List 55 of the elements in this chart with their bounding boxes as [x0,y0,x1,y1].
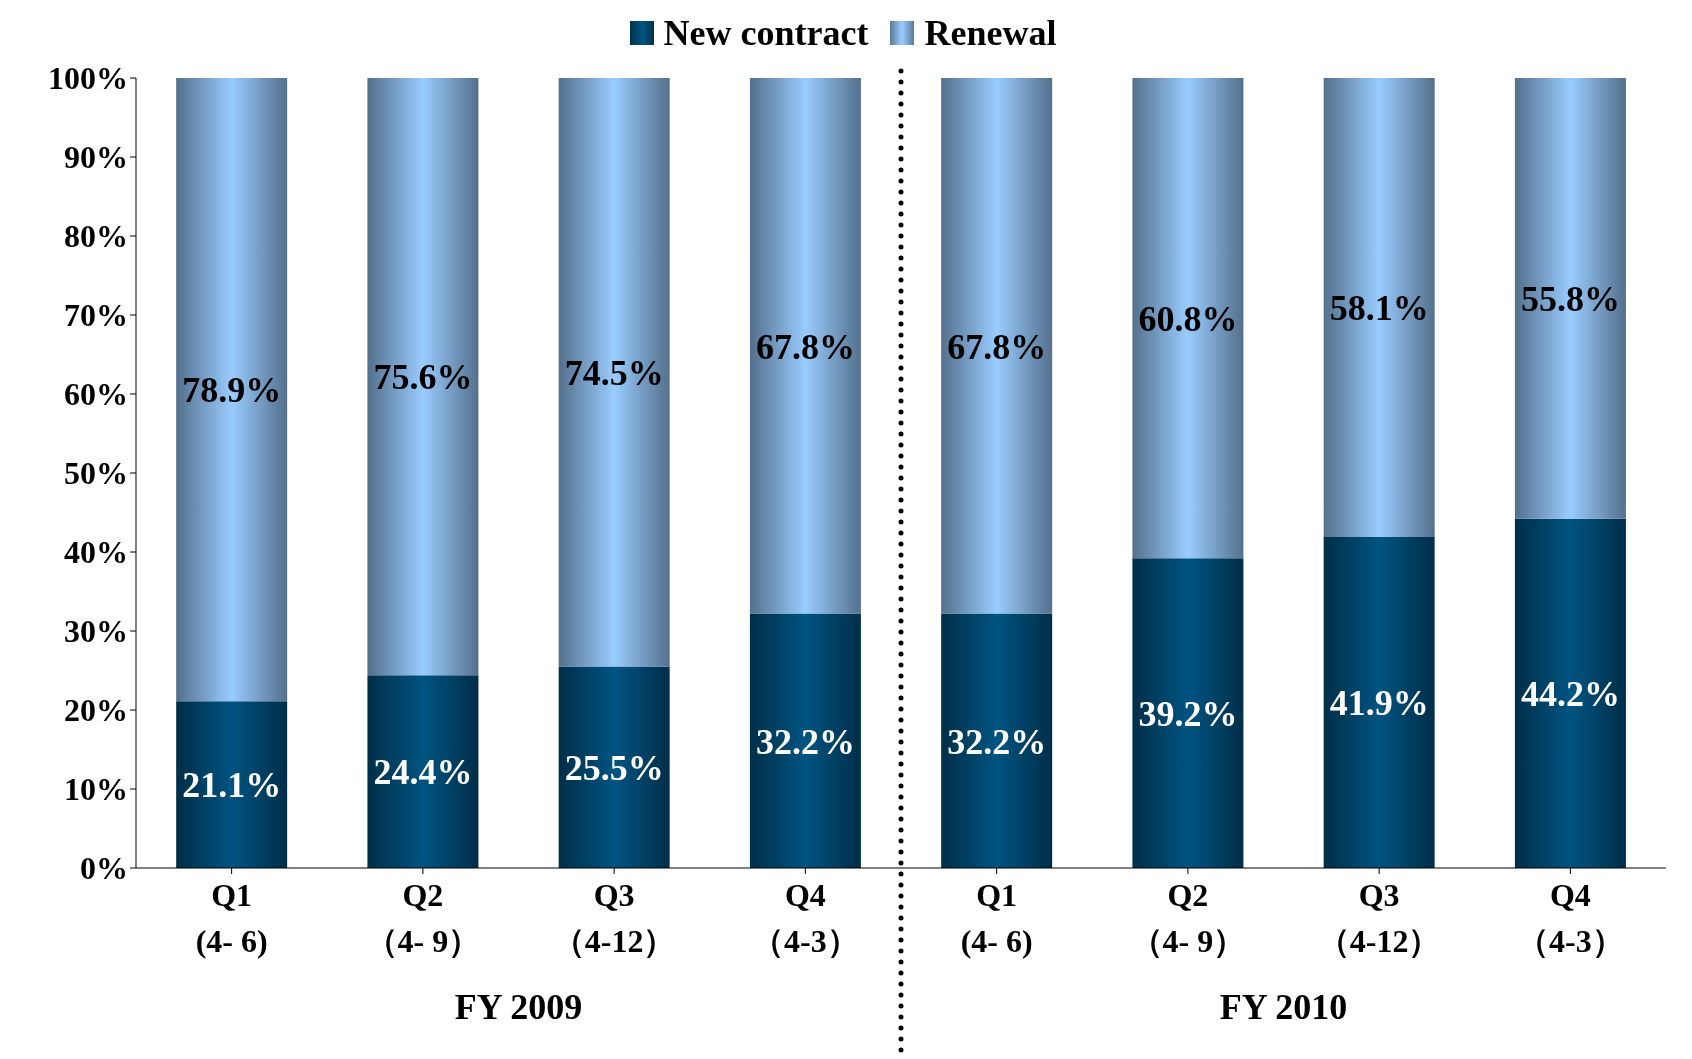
bar [367,675,479,868]
bar [749,613,861,868]
x-tick-label: Q4 （4-3） [752,877,859,959]
data-label: 24.4% [373,752,473,793]
text: FY 2009 [453,986,584,1028]
bar [1514,78,1626,519]
y-tick-label: 100% [48,60,128,97]
data-label: 60.8% [1138,298,1238,339]
bar [1132,78,1244,559]
bar [176,78,288,702]
data-label: 55.8% [1520,279,1620,320]
legend-label: Renewal [923,12,1057,54]
data-label: 58.1% [1329,288,1429,329]
data-label: 44.2% [1520,674,1620,715]
text: FY 2010 [1218,986,1349,1028]
x-tick-label: Q4 （4-3） [1517,877,1624,959]
data-label: 67.8% [947,326,1047,367]
y-tick-label: 40% [64,534,128,571]
bar [176,701,288,868]
data-label: 41.9% [1329,683,1429,724]
data-label: 67.8% [755,326,855,367]
bar [558,78,670,667]
x-tick-label: Q2 （4- 9） [365,877,481,959]
data-label: 32.2% [755,721,855,762]
y-tick-label: 20% [64,692,128,729]
y-tick-label: 50% [64,455,128,492]
y-tick-label: 0% [80,850,128,887]
x-tick-label: Q1 (4- 6) [960,877,1033,959]
x-tick-label: Q3 （4-12） [1317,877,1441,959]
bar [558,666,670,868]
legend-label: New contract [662,12,869,54]
y-tick-label: 90% [64,139,128,176]
x-tick-label: Q2 （4- 9） [1130,877,1246,959]
bar [1132,558,1244,868]
bar [1323,78,1435,537]
y-tick-label: 60% [64,376,128,413]
y-tick-label: 30% [64,613,128,650]
bar [1514,518,1626,868]
data-label: 21.1% [182,765,282,806]
bar [941,78,1053,614]
bar [749,78,861,614]
x-tick-label: Q3 （4-12） [552,877,676,959]
data-label: 32.2% [947,721,1047,762]
bar [367,78,479,676]
data-label: 75.6% [373,357,473,398]
y-tick-label: 80% [64,218,128,255]
bar [941,613,1053,868]
data-label: 25.5% [564,748,664,789]
data-label: 74.5% [564,353,664,394]
data-label: 39.2% [1138,693,1238,734]
y-tick-label: 10% [64,771,128,808]
x-tick-label: Q1 (4- 6) [195,877,268,959]
y-tick-label: 70% [64,297,128,334]
data-label: 78.9% [182,370,282,411]
bar [1323,536,1435,868]
